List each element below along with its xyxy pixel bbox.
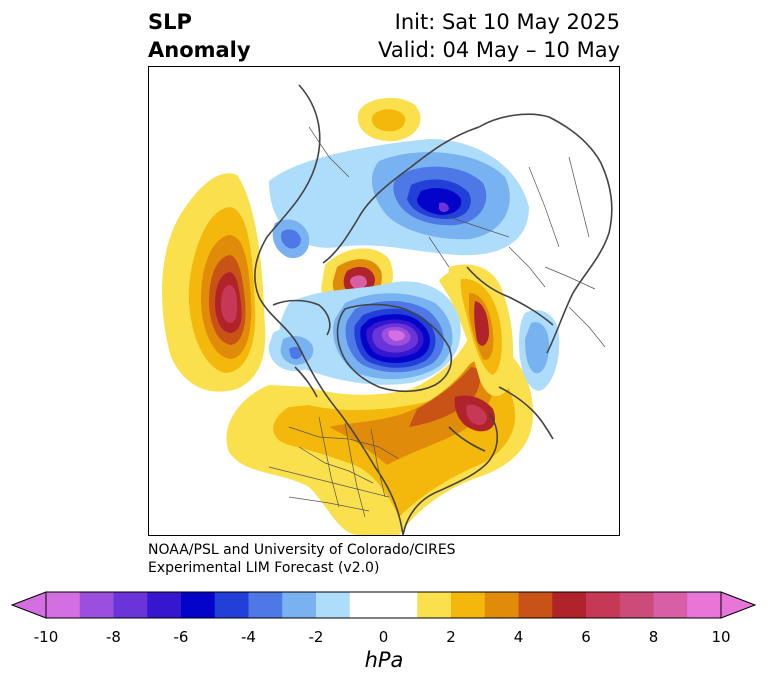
colorbar-cell bbox=[214, 592, 249, 618]
colorbar-cells bbox=[46, 592, 722, 618]
colorbar-cell bbox=[349, 592, 418, 618]
colorbar-cell bbox=[113, 592, 148, 618]
colorbar-cell bbox=[46, 592, 81, 618]
anomaly-negative-pacific bbox=[272, 219, 310, 259]
credit-line-2: Experimental LIM Forecast (v2.0) bbox=[148, 560, 380, 576]
colorbar-cell bbox=[653, 592, 688, 618]
valid-range: Valid: 04 May – 10 May bbox=[378, 38, 620, 62]
colorbar-cell bbox=[79, 592, 114, 618]
credit-line-1: NOAA/PSL and University of Colorado/CIRE… bbox=[148, 542, 456, 558]
forecast-dates: Init: Sat 10 May 2025 Valid: 04 May – 10… bbox=[378, 8, 620, 64]
colorbar-cell bbox=[417, 592, 452, 618]
colorbar-tick-label: 8 bbox=[648, 628, 659, 646]
colorbar-cell bbox=[552, 592, 587, 618]
coastlines bbox=[254, 84, 613, 535]
colorbar-over-arrow bbox=[720, 591, 757, 619]
borders bbox=[268, 126, 606, 518]
anomaly-map bbox=[148, 66, 620, 536]
colorbar-cell bbox=[181, 592, 216, 618]
colorbar-unit: hPa bbox=[364, 648, 404, 672]
colorbar-tick-label: -2 bbox=[308, 628, 324, 646]
colorbar-cell bbox=[147, 592, 182, 618]
credit: NOAA/PSL and University of Colorado/CIRE… bbox=[148, 541, 456, 577]
anomaly-negative-greenland bbox=[279, 281, 461, 385]
map-canvas bbox=[161, 84, 613, 535]
colorbar-tick-label: -10 bbox=[33, 628, 59, 646]
colorbar-cell bbox=[451, 592, 486, 618]
colorbar-cell bbox=[518, 592, 553, 618]
title-line-1: SLP bbox=[148, 10, 192, 34]
map-title: SLP Anomaly bbox=[148, 8, 251, 64]
colorbar-tick-label: -6 bbox=[173, 628, 189, 646]
colorbar-cell bbox=[248, 592, 283, 618]
anomaly-positive-america bbox=[226, 268, 534, 535]
init-date: Init: Sat 10 May 2025 bbox=[394, 10, 620, 34]
colorbar-cell bbox=[282, 592, 317, 618]
colorbar-outline bbox=[45, 591, 722, 619]
colorbar-tick-label: 0 bbox=[378, 628, 389, 646]
colorbar-cell bbox=[619, 592, 654, 618]
colorbar-ticks: -10 -8 -6 -4 -2 0 2 4 6 8 10 bbox=[0, 628, 768, 648]
colorbar-tick-label: 2 bbox=[446, 628, 456, 646]
anomaly-positive-pacific bbox=[161, 173, 266, 392]
colorbar-under-arrow bbox=[10, 591, 47, 619]
colorbar-tick-label: 6 bbox=[581, 628, 591, 646]
colorbar-cell bbox=[687, 592, 722, 618]
colorbar-tick-label: -8 bbox=[106, 628, 121, 646]
title-line-2: Anomaly bbox=[148, 38, 251, 62]
colorbar-tick-label: 4 bbox=[513, 628, 524, 646]
colorbar-cell bbox=[484, 592, 519, 618]
colorbar-cell bbox=[586, 592, 621, 618]
colorbar-tick-label: -4 bbox=[241, 628, 256, 646]
colorbar-cell bbox=[316, 592, 351, 618]
anomaly-negative-asia bbox=[519, 309, 560, 391]
colorbar-tick-label: 10 bbox=[711, 628, 731, 646]
colorbar bbox=[10, 591, 757, 619]
anomaly-negative-siberia bbox=[269, 139, 529, 256]
anomaly-positive-siberia bbox=[357, 97, 421, 142]
anomaly-positive-europe bbox=[447, 264, 514, 397]
